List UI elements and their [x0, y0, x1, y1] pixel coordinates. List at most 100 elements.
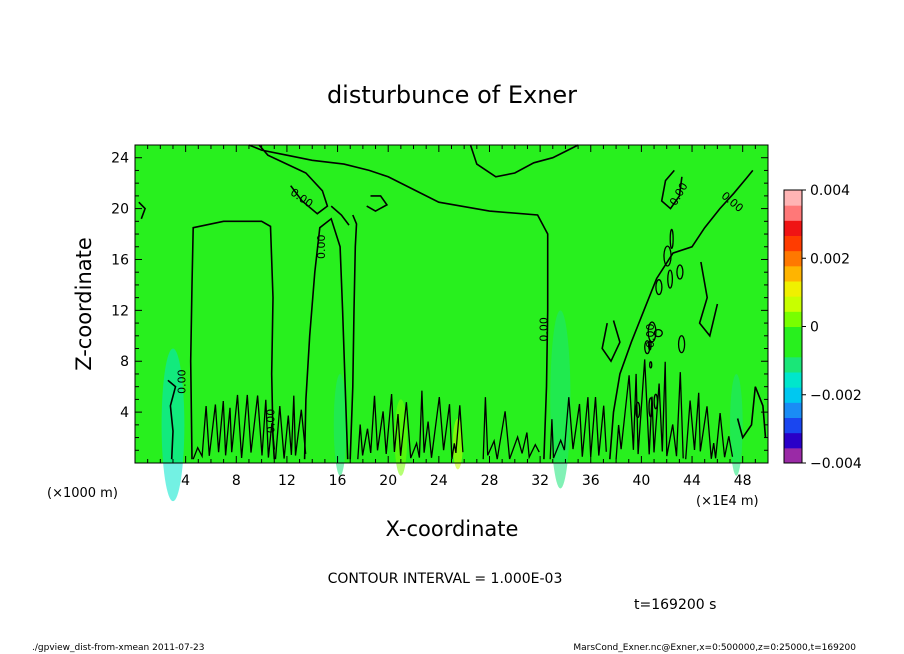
contour-line-3: [248, 144, 549, 460]
contour-line-9: [366, 195, 389, 213]
contour-lines: [138, 144, 767, 460]
contour-line-10: [330, 205, 350, 226]
field-anomaly-4: [452, 418, 463, 470]
x-axis-ticks: 4 8 12 16 20 24 28 32 36 40 44 48: [134, 145, 769, 489]
contour-line-14: [736, 386, 767, 440]
y-tick-label: 12: [111, 303, 129, 319]
field-anomaly-5: [730, 373, 743, 476]
colorbar-swatch: [784, 190, 802, 206]
plot-area: 0.000.000.00 0.000.000.00 0.00 0.00 4 8 12 16 2…: [111, 144, 769, 502]
y-tick-label: 24: [111, 151, 129, 167]
contour-line-0: [189, 220, 276, 460]
contour-line-7: [660, 169, 683, 210]
x-axis-label: X-coordinate: [386, 517, 519, 541]
contour-label-4: 0.00: [315, 235, 328, 259]
field-anomaly-1: [333, 373, 347, 476]
x-tick-label: 36: [582, 473, 600, 489]
contour-line-4: [469, 144, 579, 178]
x-tick-label: 20: [379, 473, 397, 489]
contour-line-1: [303, 217, 349, 460]
colorbar-tick-label: 0: [810, 320, 819, 336]
contour-cell-11: [655, 279, 663, 296]
y-tick-label: 8: [120, 354, 129, 370]
y-tick-label: 16: [111, 252, 129, 268]
colorbar-swatch: [784, 341, 802, 358]
contour-cell-2: [669, 228, 674, 250]
colorbar-swatch: [784, 296, 802, 312]
colorbar-swatch: [784, 372, 802, 388]
x-tick-label: 32: [531, 473, 549, 489]
colorbar-tick-label: −0.002: [810, 388, 862, 404]
contour-line-11: [167, 379, 177, 460]
contour-line-5: [258, 144, 329, 215]
colorbar-swatch: [784, 220, 802, 236]
field-anomaly-2: [550, 310, 571, 489]
contour-cell-6: [649, 361, 653, 369]
colorbar-swatch: [784, 235, 802, 252]
contour-line-2: [349, 214, 358, 460]
footer-left: ./gpview_dist-from-xmean 2011-07-23: [32, 643, 204, 653]
x-tick-label: 44: [683, 473, 701, 489]
colorbar-swatch: [784, 250, 802, 267]
y-tick-label: 20: [111, 202, 129, 218]
surface-contour-2: [357, 390, 464, 460]
contour-cell-0: [677, 335, 686, 354]
contour-line-6: [609, 169, 754, 460]
x-tick-label: 16: [329, 473, 347, 489]
contour-interval-note: CONTOUR INTERVAL = 1.000E-03: [328, 571, 563, 587]
x-tick-label: 28: [481, 473, 499, 489]
contour-label-3: 0.00: [644, 324, 657, 349]
x-tick-label: 48: [734, 473, 752, 489]
contour-cell-13: [647, 321, 657, 343]
surface-contour-6: [685, 392, 734, 460]
surface-contour-5: [615, 359, 684, 460]
colorbar-tick-label: −0.004: [810, 456, 862, 472]
time-label: t=169200 s: [634, 597, 716, 613]
x-axis-unit-right: (×1E4 m): [696, 494, 759, 509]
x-tick-label: 8: [232, 473, 241, 489]
chart-title: disturbunce of Exner: [327, 81, 577, 109]
surface-contour-0: [192, 394, 276, 460]
contour-cell-8: [667, 269, 674, 289]
colorbar-swatch: [784, 265, 802, 282]
contour-label-0: 0.00: [176, 369, 189, 394]
surface-contour-3: [482, 397, 540, 460]
colorbar-tick-label: 0.004: [810, 183, 850, 199]
contour-line-13: [698, 261, 719, 338]
contour-cell-9: [676, 264, 684, 280]
x-tick-label: 24: [430, 473, 448, 489]
colorbar-swatch: [784, 326, 802, 343]
contour-cell-3: [653, 393, 659, 410]
colorbar-swatch: [784, 311, 802, 327]
colorbar-swatch: [784, 281, 802, 297]
contour-cell-12: [663, 245, 672, 267]
surface-contour-4: [549, 396, 607, 460]
x-tick-label: 40: [632, 473, 650, 489]
colorbar-swatch: [784, 447, 802, 464]
x-axis-unit-left: (×1000 m): [47, 486, 118, 501]
colorbar-swatch: [784, 356, 802, 373]
y-axis-label: Z-coordinate: [72, 237, 96, 371]
colorbar-swatch: [784, 432, 802, 449]
x-tick-label: 12: [278, 473, 296, 489]
surface-contour-1: [274, 395, 307, 460]
contour-cell-7: [648, 397, 654, 418]
colorbar-swatch: [784, 205, 802, 221]
y-tick-label: 4: [120, 405, 129, 421]
colorbar: 0.004 0.002 0 −0.002 −0.004: [783, 183, 862, 472]
x-tick-label: 4: [181, 473, 190, 489]
colorbar-swatch: [784, 402, 802, 418]
contour-label-1: 0.00: [264, 409, 277, 434]
y-axis-ticks: 4 8 12 16 20 24: [111, 144, 768, 464]
contour-line-8: [138, 201, 147, 220]
contour-cell-10: [644, 340, 651, 355]
footer-right: MarsCond_Exner.nc@Exner,x=0:500000,z=0:2…: [573, 643, 856, 653]
contour-line-12: [601, 320, 621, 363]
colorbar-tick-label: 0.002: [810, 251, 850, 267]
colorbar-swatch: [784, 387, 802, 403]
contour-label-2: 0.00: [538, 317, 551, 342]
contour-cell-5: [653, 328, 663, 338]
contour-cell-4: [635, 401, 641, 419]
colorbar-swatch: [784, 417, 802, 434]
